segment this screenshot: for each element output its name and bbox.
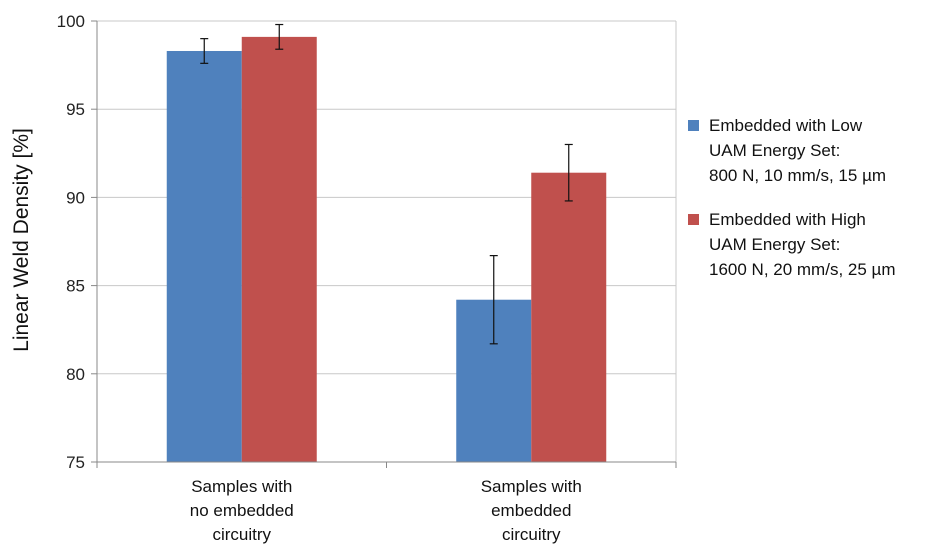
legend-entry-label: 800 N, 10 mm/s, 15 µm [709, 166, 886, 185]
category-label: embedded [491, 501, 571, 520]
category-label: circuitry [502, 525, 561, 544]
legend-entry-label: UAM Energy Set: [709, 141, 840, 160]
y-tick-label: 80 [66, 365, 85, 384]
y-tick-label: 75 [66, 453, 85, 472]
bar [531, 172, 607, 463]
y-axis-title: Linear Weld Density [%] [10, 128, 33, 352]
category-label: Samples with [481, 477, 582, 496]
legend-swatch [688, 120, 699, 131]
legend-entry-label: Embedded with High [709, 210, 866, 229]
legend-entry-label: Embedded with Low [709, 116, 863, 135]
y-tick-label: 85 [66, 277, 85, 296]
category-label: Samples with [191, 477, 292, 496]
y-tick-label: 95 [66, 100, 85, 119]
y-tick-label: 100 [57, 12, 85, 31]
error-bar-layer [200, 23, 573, 345]
legend-entry-label: UAM Energy Set: [709, 235, 840, 254]
legend-entry-label: 1600 N, 20 mm/s, 25 µm [709, 260, 895, 279]
category-label: no embedded [190, 501, 294, 520]
bar [166, 50, 242, 462]
category-label: circuitry [212, 525, 271, 544]
bar-layer [166, 36, 607, 463]
bar [241, 36, 317, 462]
y-tick-label: 90 [66, 188, 85, 207]
legend: Embedded with Low UAM Energy Set: 800 N, 1… [688, 116, 895, 279]
axis-layer: 75 80 85 90 95 100 Samples with no embedded circ… [57, 12, 677, 544]
legend-swatch [688, 214, 699, 225]
